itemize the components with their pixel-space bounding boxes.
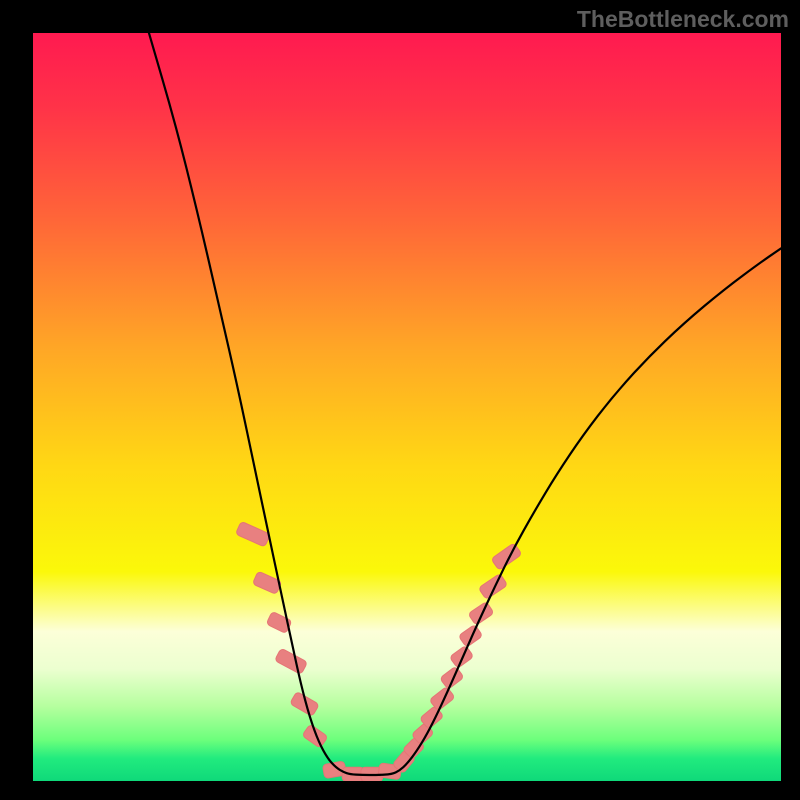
gradient-background (33, 33, 781, 781)
watermark-text: TheBottleneck.com (577, 6, 789, 33)
chart-frame: TheBottleneck.com (0, 0, 800, 800)
plot-area (33, 33, 781, 781)
plot-svg (33, 33, 781, 781)
